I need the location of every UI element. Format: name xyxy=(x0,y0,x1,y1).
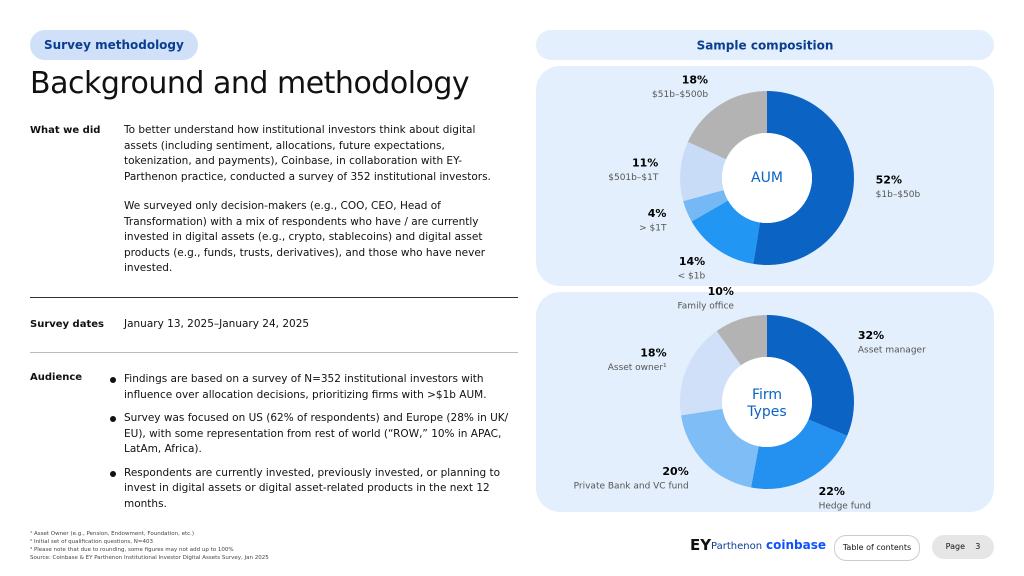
logo-coinbase: coinbase xyxy=(766,538,826,552)
donut-hole xyxy=(722,357,812,447)
donut-segment xyxy=(753,91,854,265)
bullet: Respondents are currently invested, prev… xyxy=(110,466,510,513)
donut-hole xyxy=(722,133,812,223)
separator xyxy=(30,352,518,353)
footnote: ² Initial set of qualification questions… xyxy=(30,539,154,545)
value-label: 10% xyxy=(708,285,734,298)
category-label: $51b–$500b xyxy=(652,90,708,100)
donut-segment xyxy=(683,189,729,222)
category-label: Asset manager xyxy=(858,345,926,355)
donut-segment xyxy=(767,315,854,436)
footnotes: ¹ Asset Owner (e.g., Pension, Endowment,… xyxy=(30,530,269,562)
slide-title: Background and methodology xyxy=(30,66,470,101)
page-label: Page xyxy=(945,542,966,551)
category-label: Private Bank and VC fund xyxy=(574,481,689,491)
category-label: $501b–$1T xyxy=(608,173,659,183)
category-label: Hedge fund xyxy=(819,502,871,512)
section-text: To better understand how institutional i… xyxy=(124,123,509,291)
value-label: 18% xyxy=(640,347,666,360)
separator xyxy=(30,297,518,298)
bullet: Survey was focused on US (62% of respond… xyxy=(110,411,510,458)
donut-segment xyxy=(687,91,767,160)
bullet: Findings are based on a survey of N=352 … xyxy=(110,372,510,403)
section-text: January 13, 2025–January 24, 2025 xyxy=(124,318,310,330)
value-label: 20% xyxy=(662,465,688,478)
donut-center-label: AUM xyxy=(751,170,783,186)
value-label: 52% xyxy=(876,174,902,187)
value-label: 32% xyxy=(858,329,884,342)
donut-segment xyxy=(680,141,727,202)
footnote: ¹ Asset Owner (e.g., Pension, Endowment,… xyxy=(30,531,195,537)
page-number: 3 xyxy=(975,542,981,551)
category-label: $1b–$50b xyxy=(876,190,921,200)
panel-title: Sample composition xyxy=(697,39,834,53)
value-label: 11% xyxy=(632,156,658,169)
footnote: ³ Please note that due to rounding, some… xyxy=(30,547,234,553)
value-label: 14% xyxy=(679,255,705,268)
category-label: Asset owner¹ xyxy=(608,363,667,373)
value-label: 4% xyxy=(648,207,667,220)
donut-segment xyxy=(691,200,760,264)
donut-segment xyxy=(716,315,767,366)
donut-center-label: Firm Types xyxy=(747,387,787,420)
donut-segment xyxy=(681,408,759,488)
paragraph: We surveyed only decision-makers (e.g., … xyxy=(124,200,486,274)
section-label: Audience xyxy=(30,372,83,383)
paragraph: To better understand how institutional i… xyxy=(124,124,491,183)
panel-header xyxy=(536,30,994,60)
category-label: > $1T xyxy=(639,224,667,234)
donut-segment xyxy=(751,419,848,489)
value-label: 18% xyxy=(682,73,708,86)
toc-button[interactable]: Table of contents xyxy=(834,535,920,561)
section-label: Survey dates xyxy=(30,319,104,330)
logo-ey: EY xyxy=(690,536,712,554)
section-tag: Survey methodology xyxy=(30,30,198,60)
logo-parthenon: Parthenon xyxy=(711,541,763,552)
donut-segment xyxy=(680,330,742,416)
value-label: 22% xyxy=(819,485,845,498)
category-label: < $1b xyxy=(678,271,706,281)
footnote: Source: Coinbase & EY Parthenon Institut… xyxy=(30,555,269,561)
page-indicator: Page 3 xyxy=(932,535,994,559)
section-label: What we did xyxy=(30,125,101,136)
category-label: Family office xyxy=(677,302,734,312)
section-text: Findings are based on a survey of N=352 … xyxy=(110,372,510,520)
